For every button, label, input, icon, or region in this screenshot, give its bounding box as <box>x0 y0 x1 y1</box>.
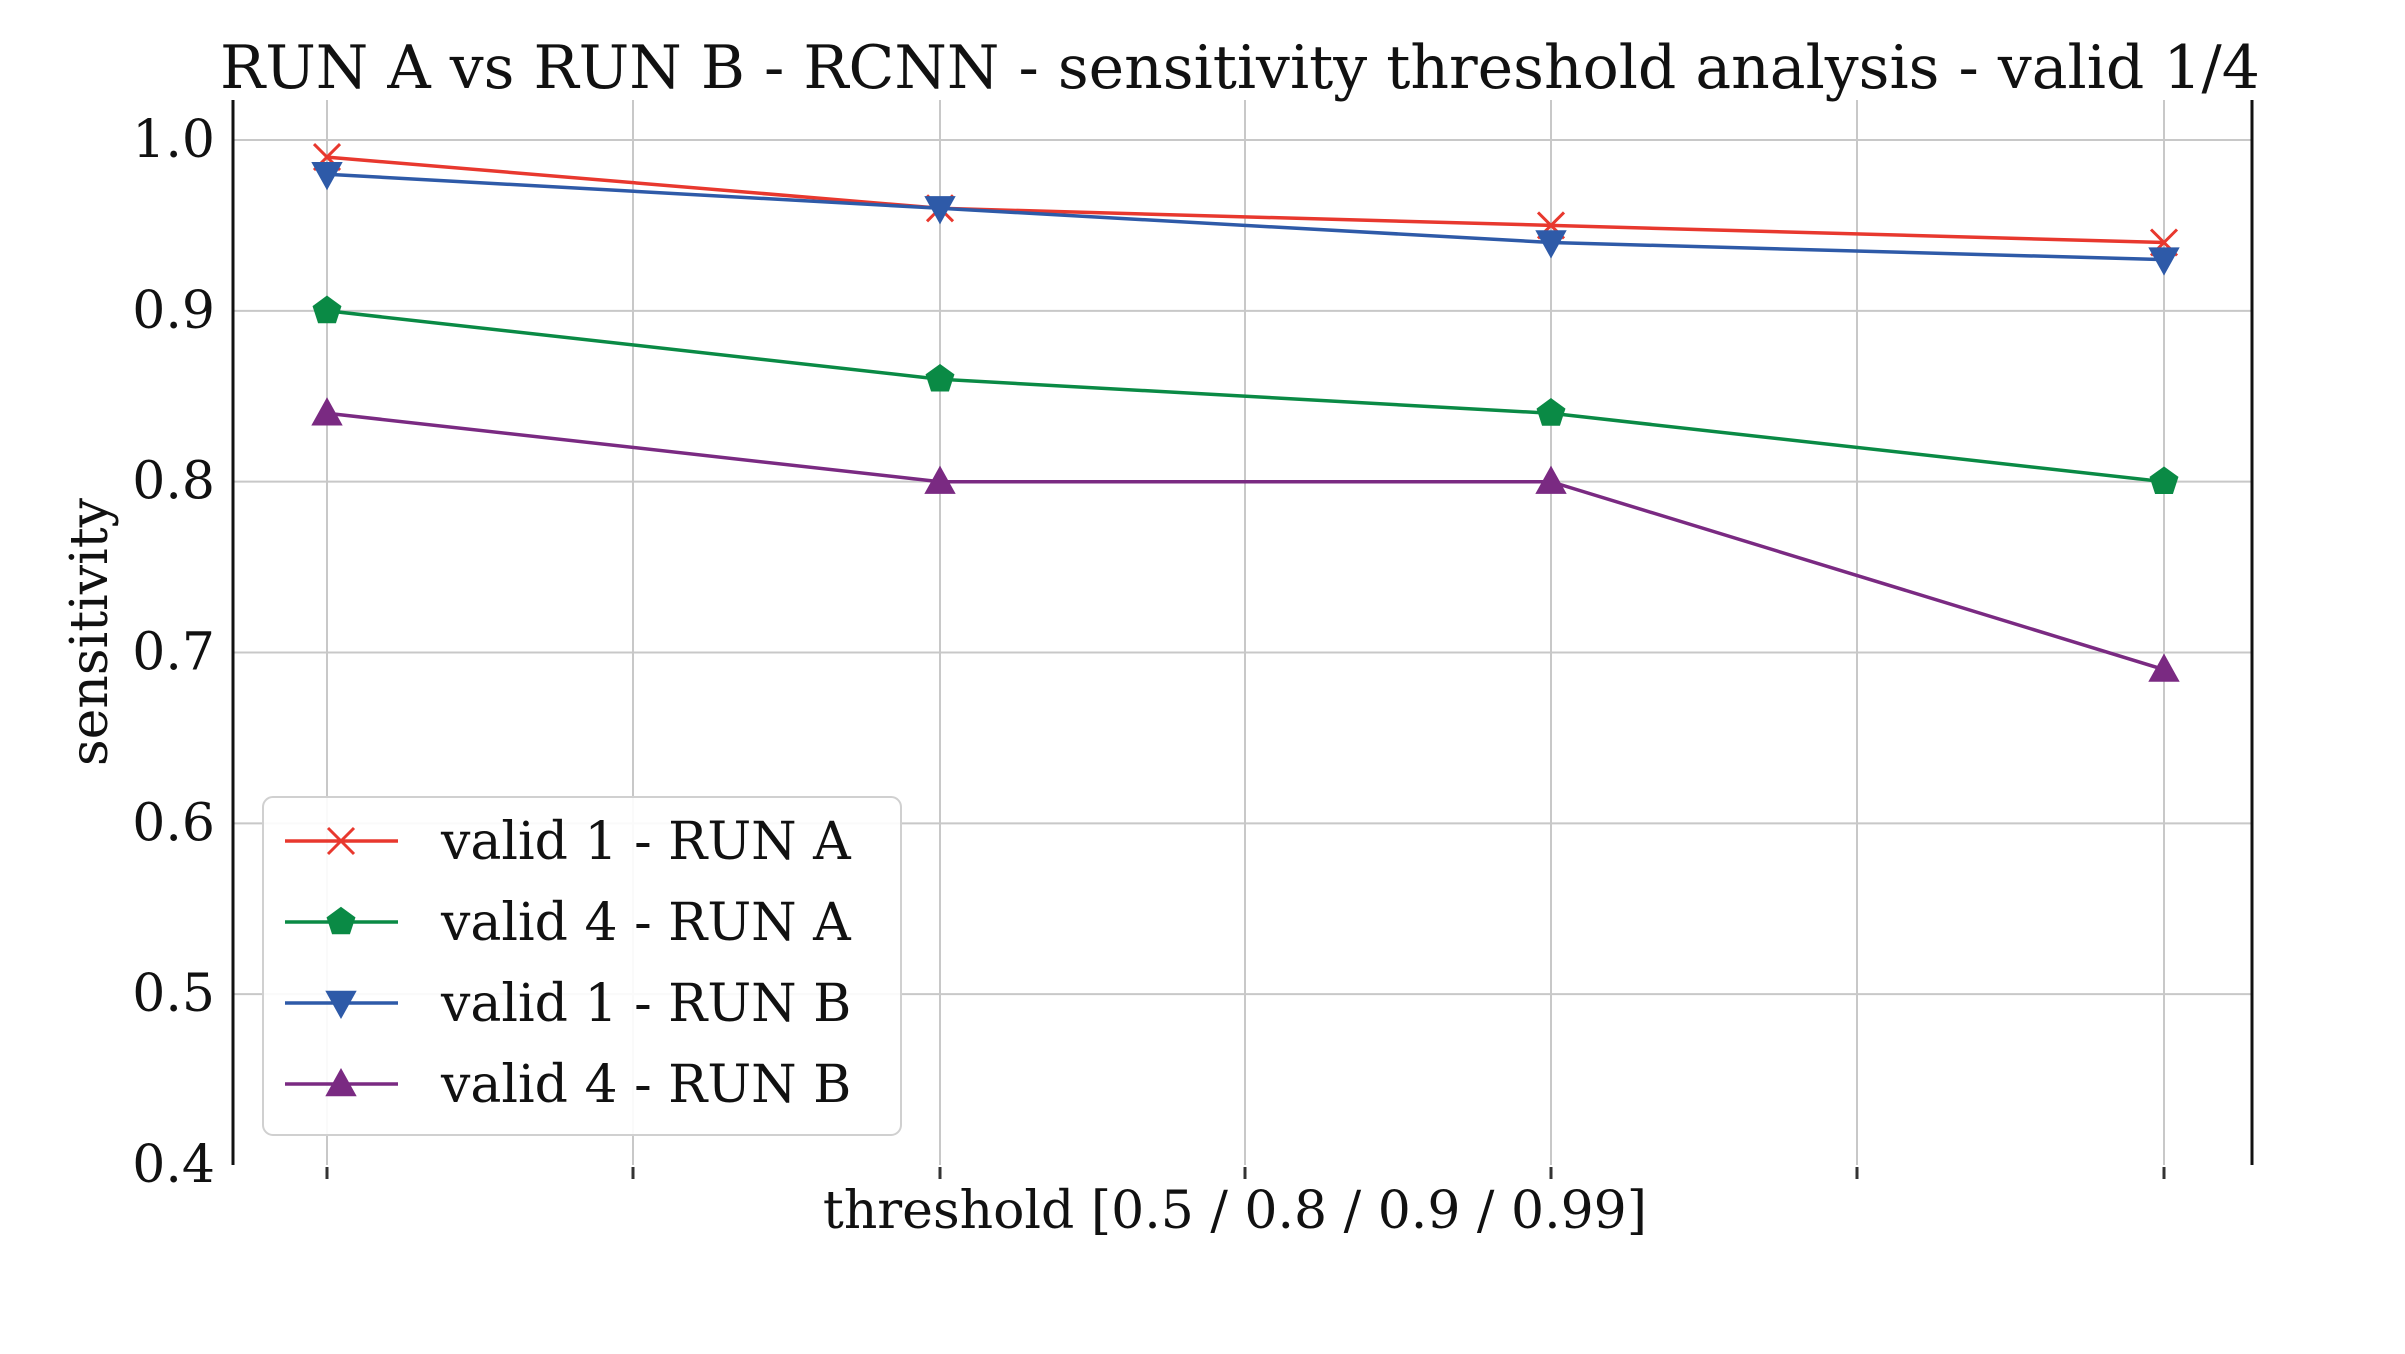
data-point <box>925 363 955 392</box>
data-point <box>1535 465 1567 494</box>
legend-marker <box>326 826 356 856</box>
data-point <box>311 161 343 191</box>
y-tick-label: 0.7 <box>132 623 215 683</box>
series-2 <box>312 295 2179 494</box>
y-tick-label: 0.8 <box>132 452 215 512</box>
series-line <box>326 155 2165 245</box>
data-point <box>312 295 342 324</box>
data-point <box>924 465 956 494</box>
y-tick-label: 0.9 <box>132 281 215 341</box>
series-line <box>326 411 2165 672</box>
series-line <box>326 309 2165 484</box>
data-point <box>1535 230 1567 259</box>
legend-label: valid 1 - RUN A <box>440 812 852 872</box>
legend-marker <box>326 906 356 935</box>
legend-entry: valid 1 - RUN A <box>285 812 852 872</box>
legend-marker <box>325 990 357 1020</box>
legend-label: valid 4 - RUN B <box>440 1055 851 1115</box>
legend: valid 1 - RUN A valid 4 - RUN A valid 1 - … <box>262 796 902 1136</box>
series-3 <box>311 161 2180 276</box>
legend-box <box>262 796 902 1136</box>
series-4 <box>311 397 2180 682</box>
legend-entry: valid 4 - RUN B <box>285 1055 851 1115</box>
y-tick-label: 1.0 <box>132 110 215 170</box>
data-point <box>924 196 956 225</box>
y-tick-labels: 0.4 0.5 0.6 0.7 0.8 0.9 1.0 <box>132 110 215 1195</box>
axes <box>231 100 2254 1179</box>
y-tick-label: 0.6 <box>132 793 215 853</box>
y-tick-label: 0.4 <box>132 1135 215 1195</box>
legend-label: valid 4 - RUN A <box>440 893 852 953</box>
legend-label: valid 1 - RUN B <box>440 974 851 1034</box>
legend-entry: valid 1 - RUN B <box>285 974 851 1034</box>
legend-entry: valid 4 - RUN A <box>285 893 852 953</box>
data-point <box>2148 653 2180 682</box>
data-point <box>2149 466 2179 494</box>
y-tick-label: 0.5 <box>132 964 215 1024</box>
legend-marker <box>325 1067 357 1097</box>
data-point <box>1536 398 1566 426</box>
x-axis-label: threshold [0.5 / 0.8 / 0.9 / 0.99] <box>823 1181 1647 1241</box>
series-line <box>326 172 2165 262</box>
data-point <box>2148 247 2180 276</box>
series-group <box>311 143 2180 682</box>
chart-title: RUN A vs RUN B - RCNN - sensitivity thre… <box>220 33 2260 103</box>
data-point <box>311 397 343 426</box>
y-axis-label: sensitivity <box>60 497 120 766</box>
